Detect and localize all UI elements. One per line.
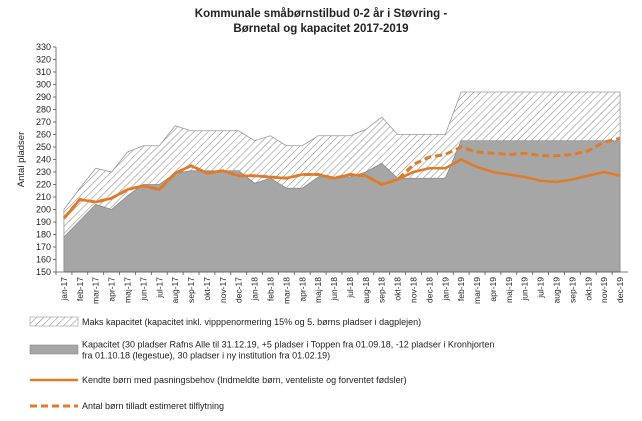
x-tick-label: jul-18 [345,277,355,299]
x-tick-label: nov-18 [409,277,419,303]
x-tick-label: okt-19 [583,277,593,301]
y-tick-label: 250 [36,142,51,152]
y-tick-label: 300 [36,80,51,90]
x-tick-label: dec-17 [234,277,244,303]
x-tick-label: apr-17 [107,277,117,302]
x-tick-label: mar-17 [91,277,101,304]
x-tick-label: jan-19 [440,277,450,302]
y-tick-label: 200 [36,205,51,215]
legend-label-3: Antal børn tilladt estimeret tilflytning [82,401,224,411]
y-tick-label: 230 [36,167,51,177]
x-tick-label: aug-19 [552,277,562,304]
legend-label-2: Kendte børn med pasningsbehov (Indmeldte… [82,375,407,385]
x-tick-label: okt-18 [393,277,403,301]
x-tick-label: jan-17 [59,277,69,302]
x-tick-label: maj-18 [313,277,323,303]
chart-title: Kommunale småbørnstilbud 0-2 år i Støvri… [194,8,448,20]
legend-label-0: Maks kapacitet (kapacitet inkl. vipppeno… [82,317,421,327]
y-tick-label: 210 [36,192,51,202]
chart-subtitle: Børnetal og kapacitet 2017-2019 [233,23,409,35]
x-tick-label: mar-19 [472,277,482,304]
axes: 150 160 170 180 190 200 210 220 230 240 250 260 270 2… [16,42,628,304]
series-kapacitet-area [63,140,621,273]
x-tick-label: jun-18 [329,277,339,302]
y-tick-label: 240 [36,155,51,165]
y-tick-label: 290 [36,92,51,102]
chart-title-block: Kommunale småbørnstilbud 0-2 år i Støvri… [0,7,642,37]
x-tick-label: feb-19 [456,277,466,301]
x-tick-label: nov-17 [218,277,228,303]
y-tick-label: 170 [36,242,51,252]
x-tick-label: mar-18 [281,277,291,304]
y-axis-label: Antal pladser [16,132,27,187]
y-tick-label: 270 [36,117,51,127]
series-kendte-boern-line [62,158,621,220]
y-tick-label: 260 [36,130,51,140]
x-tick-label: nov-19 [599,277,609,303]
y-tick-label: 280 [36,105,51,115]
x-tick-label: jun-17 [138,277,148,302]
x-tick-label: okt-17 [202,277,212,301]
legend-label-1: Kapacitet (30 pladser Rafns Alle til 31.… [82,340,494,361]
x-tick-label: dec-18 [424,277,434,303]
y-tick-label: 150 [36,267,51,277]
y-tick-label: 180 [36,230,51,240]
x-tick-label: apr-18 [297,277,307,302]
x-tick-label: maj-19 [504,277,514,303]
y-tick-label: 320 [36,55,51,65]
x-tick-label: apr-19 [488,277,498,302]
y-tick-label: 330 [36,42,51,52]
x-tick-label: sep-17 [186,277,196,303]
legend-swatch-kapacitet [29,344,79,355]
x-tick-label: maj-17 [123,277,133,303]
y-tick-label: 190 [36,217,51,227]
x-tick-label: aug-17 [170,277,180,304]
y-tick-label: 310 [36,67,51,77]
x-tick-label: jul-19 [536,277,546,299]
x-tick-label: sep-18 [377,277,387,303]
x-tick-label: sep-19 [567,277,577,303]
y-tick-label: 220 [36,180,51,190]
y-tick-label: 160 [36,255,51,265]
x-tick-label: dec-19 [615,277,625,303]
x-tick-label: jul-17 [154,277,164,299]
x-tick-label: feb-17 [75,277,85,301]
legend: Maks kapacitet (kapacitet inkl. vipppeno… [29,316,494,411]
x-tick-label: feb-18 [266,277,276,301]
x-tick-label: jan-18 [250,277,260,302]
x-tick-label: aug-18 [361,277,371,304]
x-tick-label: jun-19 [520,277,530,302]
plot-area [62,91,621,273]
legend-swatch-maks-kapacitet [29,316,79,327]
